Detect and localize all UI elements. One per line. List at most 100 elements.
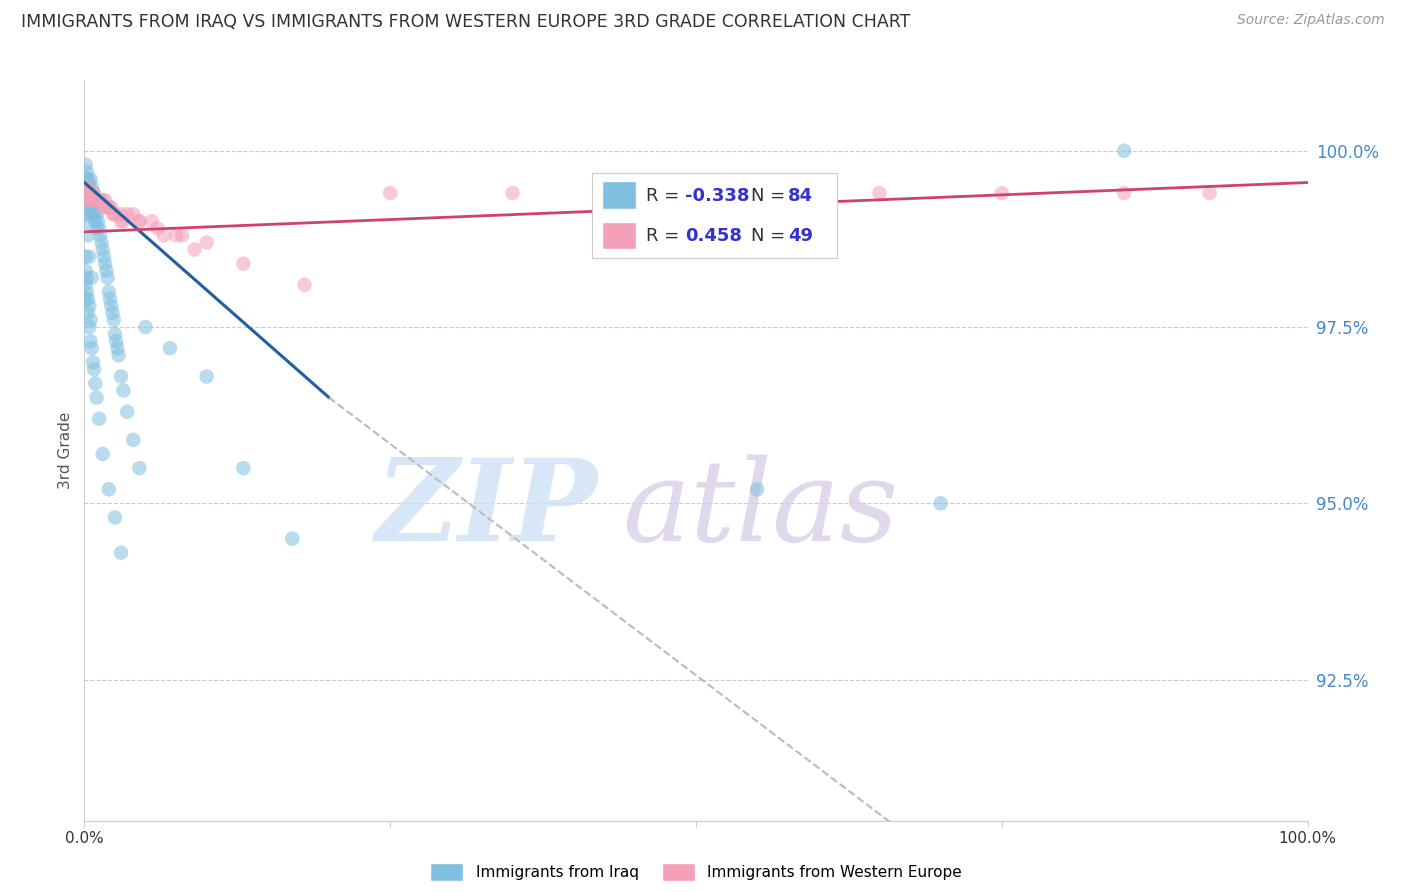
Point [97, 200, 120, 214]
Point [232, 461, 254, 475]
Point [153, 228, 176, 243]
Point [93, 250, 115, 264]
Point [77, 193, 100, 207]
Point [79, 193, 101, 207]
Text: 0.458: 0.458 [685, 227, 742, 244]
Text: 84: 84 [787, 186, 813, 205]
Point [77, 228, 100, 243]
Point [91, 193, 114, 207]
Point [91, 243, 114, 257]
Text: R =: R = [645, 186, 685, 205]
Point [75, 292, 97, 306]
Point [87, 193, 110, 207]
Point [76, 270, 98, 285]
Point [77, 299, 100, 313]
Point [76, 179, 98, 194]
Legend: Immigrants from Iraq, Immigrants from Western Europe: Immigrants from Iraq, Immigrants from We… [423, 857, 969, 887]
Point [100, 200, 122, 214]
Point [82, 193, 104, 207]
Text: IMMIGRANTS FROM IRAQ VS IMMIGRANTS FROM WESTERN EUROPE 3RD GRADE CORRELATION CHA: IMMIGRANTS FROM IRAQ VS IMMIGRANTS FROM … [21, 13, 911, 31]
Point [115, 405, 138, 419]
Text: Source: ZipAtlas.com: Source: ZipAtlas.com [1237, 13, 1385, 28]
Point [75, 263, 97, 277]
Point [991, 186, 1014, 200]
Point [94, 193, 117, 207]
Point [294, 277, 316, 292]
Point [76, 214, 98, 228]
Point [98, 292, 121, 306]
Point [77, 172, 100, 186]
Point [93, 200, 115, 214]
Point [79, 186, 101, 200]
Point [86, 193, 108, 207]
Point [80, 193, 103, 207]
Point [84, 214, 107, 228]
Point [87, 411, 110, 425]
Bar [602, 222, 636, 250]
Point [80, 179, 103, 194]
Point [110, 214, 132, 228]
Point [75, 172, 97, 186]
Point [195, 369, 218, 384]
Point [869, 186, 891, 200]
Point [76, 179, 98, 194]
Point [77, 193, 100, 207]
Point [80, 341, 103, 355]
Point [380, 186, 402, 200]
Point [128, 214, 150, 228]
Point [79, 313, 101, 327]
Point [77, 320, 100, 334]
Point [76, 165, 98, 179]
Point [97, 285, 120, 299]
Point [76, 186, 98, 200]
Point [112, 384, 135, 398]
Point [96, 263, 118, 277]
Point [91, 447, 114, 461]
Point [112, 214, 135, 228]
Point [195, 235, 218, 250]
Point [84, 376, 107, 391]
Text: -0.338: -0.338 [685, 186, 749, 205]
Point [110, 546, 132, 560]
Point [104, 207, 127, 221]
Point [141, 214, 163, 228]
Point [83, 186, 105, 200]
Point [104, 327, 127, 342]
Point [75, 250, 97, 264]
Point [77, 186, 100, 200]
Point [105, 341, 128, 355]
Point [83, 207, 105, 221]
Point [86, 193, 108, 207]
Point [77, 186, 100, 200]
Point [685, 186, 707, 200]
Point [107, 348, 129, 362]
Point [87, 193, 110, 207]
Point [79, 200, 101, 214]
Text: ZIP: ZIP [377, 454, 598, 566]
Point [281, 532, 304, 546]
Point [122, 433, 145, 447]
Point [86, 193, 108, 207]
Point [79, 172, 101, 186]
Point [82, 186, 104, 200]
Point [747, 482, 769, 496]
Point [929, 496, 952, 510]
Point [76, 285, 98, 299]
Point [87, 221, 110, 235]
Point [75, 186, 97, 200]
Point [97, 200, 120, 214]
Point [183, 243, 205, 257]
Text: R =: R = [645, 227, 690, 244]
Point [101, 306, 124, 320]
Point [77, 186, 100, 200]
Point [115, 207, 138, 221]
Point [87, 214, 110, 228]
Point [172, 228, 194, 243]
Point [77, 292, 100, 306]
Y-axis label: 3rd Grade: 3rd Grade [58, 412, 73, 489]
Point [232, 257, 254, 271]
Point [89, 228, 111, 243]
Point [104, 207, 127, 221]
Point [110, 207, 132, 221]
Point [79, 186, 101, 200]
